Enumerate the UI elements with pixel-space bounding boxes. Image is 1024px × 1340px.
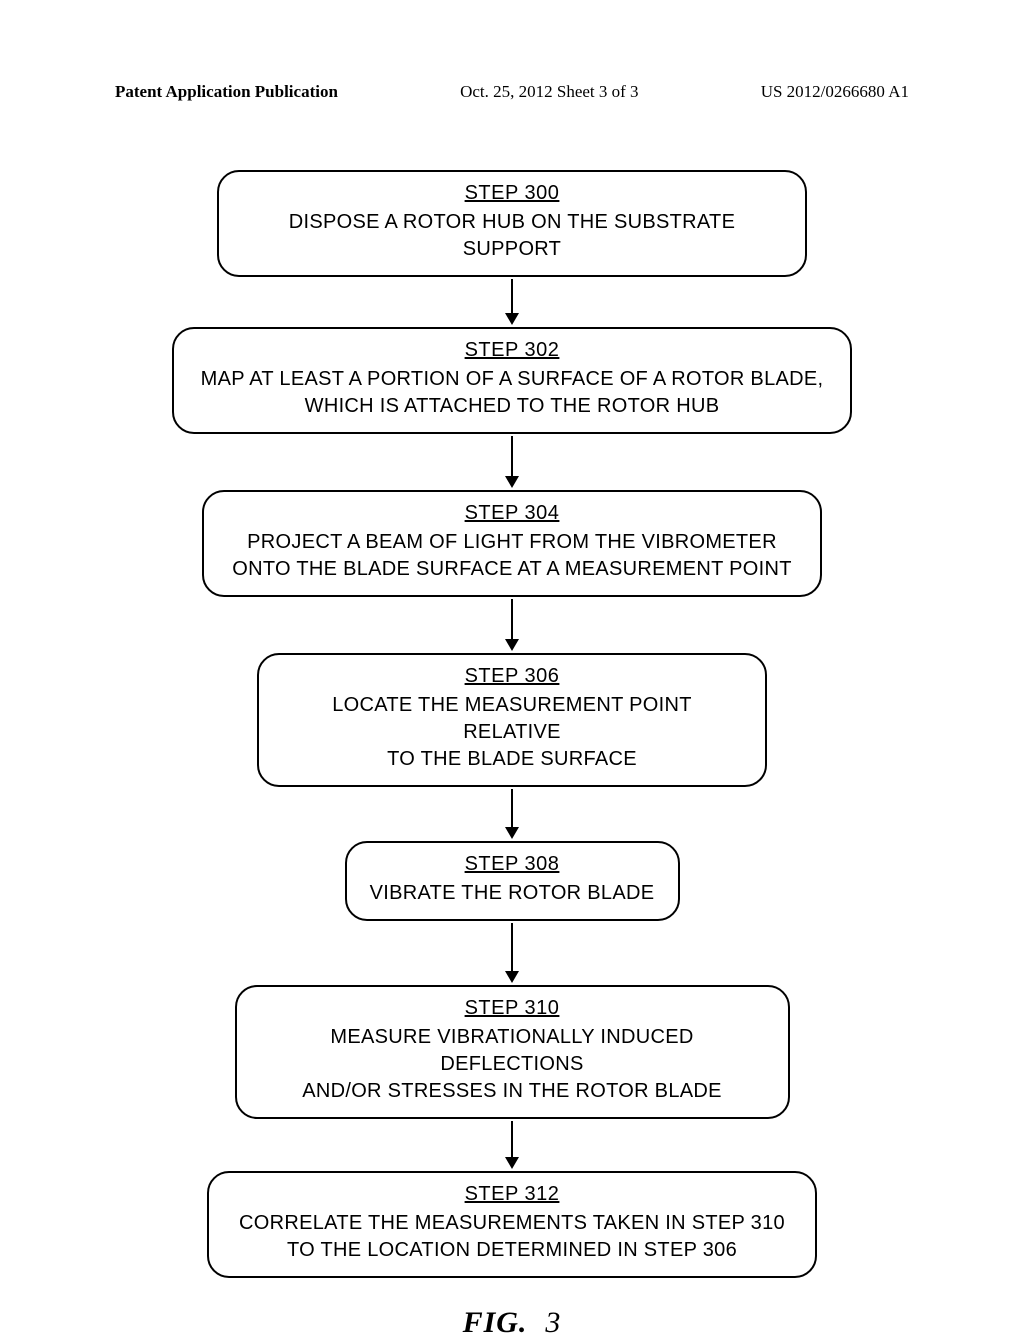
step-title: STEP 300: [465, 182, 560, 205]
header-left: Patent Application Publication: [115, 82, 338, 102]
flow-arrow: [505, 279, 519, 325]
arrow-head-icon: [505, 313, 519, 325]
step-title: STEP 306: [465, 665, 560, 688]
arrow-head-icon: [505, 827, 519, 839]
step-text: DISPOSE A ROTOR HUB ON THE SUBSTRATE SUP…: [241, 209, 783, 263]
flowchart-step: STEP 300 DISPOSE A ROTOR HUB ON THE SUBST…: [217, 170, 807, 277]
step-title: STEP 310: [465, 997, 560, 1020]
flowchart-step: STEP 312 CORRELATE THE MEASUREMENTS TAKEN…: [207, 1171, 817, 1278]
flow-arrow: [505, 599, 519, 651]
arrow-head-icon: [505, 971, 519, 983]
figure-prefix: FIG.: [463, 1306, 528, 1339]
flowchart-step: STEP 306 LOCATE THE MEASUREMENT POINT REL…: [257, 653, 767, 787]
step-text: MAP AT LEAST A PORTION OF A SURFACE OF A…: [196, 366, 828, 420]
step-text: LOCATE THE MEASUREMENT POINT RELATIVETO …: [281, 692, 743, 773]
flow-arrow: [505, 789, 519, 839]
arrow-head-icon: [505, 1157, 519, 1169]
arrow-line: [511, 923, 514, 971]
arrow-line: [511, 436, 514, 476]
arrow-line: [511, 599, 514, 639]
step-text: MEASURE VIBRATIONALLY INDUCED DEFLECTION…: [259, 1024, 766, 1105]
step-title: STEP 304: [465, 502, 560, 525]
arrow-head-icon: [505, 639, 519, 651]
step-title: STEP 308: [465, 853, 560, 876]
flow-arrow: [505, 923, 519, 983]
arrow-head-icon: [505, 476, 519, 488]
step-text: CORRELATE THE MEASUREMENTS TAKEN IN STEP…: [231, 1210, 793, 1264]
flowchart-step: STEP 308 VIBRATE THE ROTOR BLADE: [345, 841, 680, 921]
flowchart-step: STEP 304 PROJECT A BEAM OF LIGHT FROM THE…: [202, 490, 822, 597]
step-text: VIBRATE THE ROTOR BLADE: [369, 880, 656, 907]
step-title: STEP 302: [465, 339, 560, 362]
header-right: US 2012/0266680 A1: [761, 82, 909, 102]
arrow-line: [511, 789, 514, 827]
header-mid: Oct. 25, 2012 Sheet 3 of 3: [460, 82, 638, 102]
page: Patent Application Publication Oct. 25, …: [0, 0, 1024, 1320]
flow-arrow: [505, 1121, 519, 1169]
arrow-line: [511, 1121, 514, 1157]
page-header: Patent Application Publication Oct. 25, …: [0, 82, 1024, 102]
flowchart-step: STEP 310 MEASURE VIBRATIONALLY INDUCED DE…: [235, 985, 790, 1119]
step-text: PROJECT A BEAM OF LIGHT FROM THE VIBROME…: [226, 529, 798, 583]
flowchart-step: STEP 302 MAP AT LEAST A PORTION OF A SURF…: [172, 327, 852, 434]
step-title: STEP 312: [465, 1183, 560, 1206]
flowchart: STEP 300 DISPOSE A ROTOR HUB ON THE SUBST…: [0, 170, 1024, 1340]
flow-arrow: [505, 436, 519, 488]
figure-label: FIG. 3: [463, 1306, 562, 1340]
arrow-line: [511, 279, 514, 313]
figure-number: 3: [545, 1306, 561, 1339]
